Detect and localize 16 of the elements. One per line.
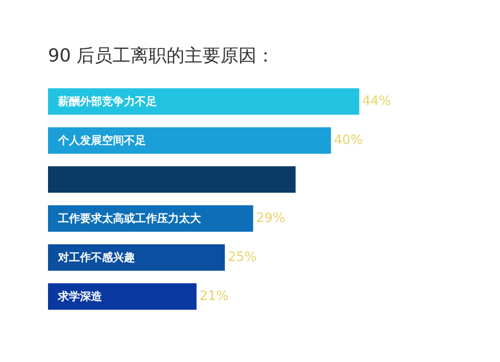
y-tick-label: 薪酬外部竞争力不足 [57,95,157,108]
data-label: 40% [334,133,363,148]
data-label: 29% [256,211,286,226]
data-label: 44% [362,94,392,109]
y-tick-label: 对工作不感兴趣 [57,251,135,264]
data-label: 25% [228,250,257,265]
data-label: 21% [200,289,228,304]
y-tick-label: 个人发展空间不足 [57,134,146,147]
bar [48,127,331,154]
bar [48,283,197,310]
y-tick-label: 求学深造 [57,290,103,303]
bar [48,166,296,193]
y-tick-label: 工作要求太高或工作压力太大 [57,212,202,225]
chart-title: 90 后员工离职的主要原因： [48,45,275,66]
bar [48,88,360,115]
bar [48,244,225,271]
